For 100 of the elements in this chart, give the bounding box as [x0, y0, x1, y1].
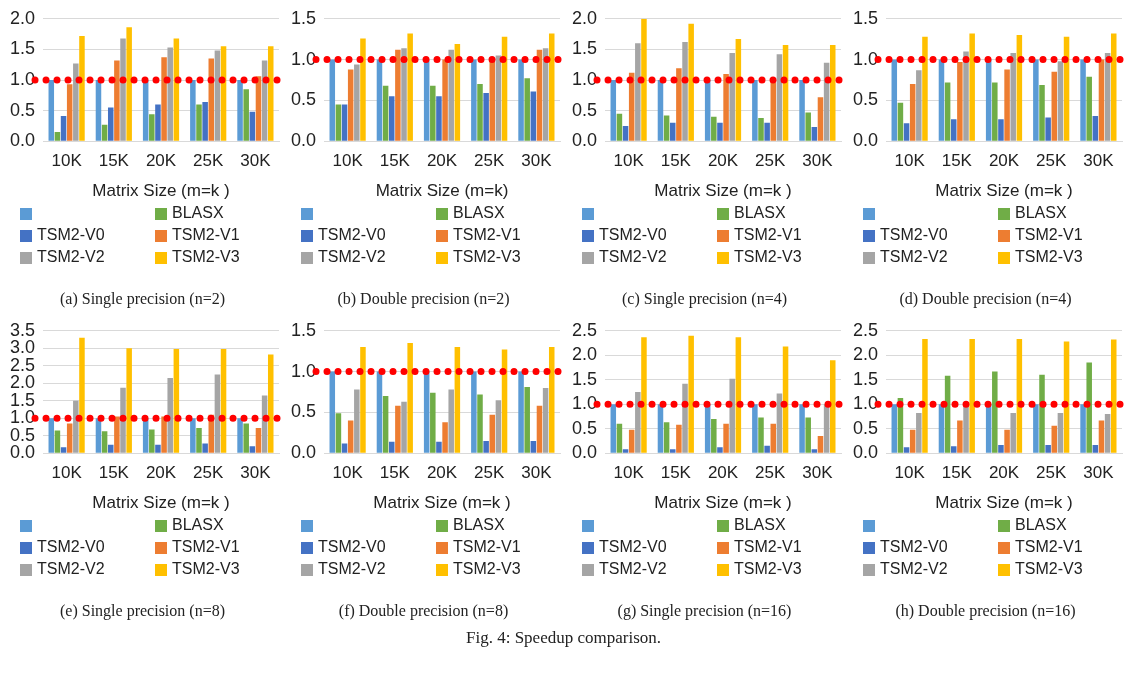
- legend-label: TSM2-V1: [1015, 538, 1083, 556]
- legend-label: TSM2-V0: [37, 226, 105, 244]
- x-tick-label: 30K: [802, 151, 834, 171]
- x-tick-label: 10K: [332, 463, 364, 483]
- legend-label: TSM2-V3: [453, 248, 521, 266]
- legend-label: TSM2-V1: [453, 226, 521, 244]
- legend-label: TSM2-V0: [318, 226, 386, 244]
- x-tick-label: 10K: [51, 463, 83, 483]
- legend-label: TSM2-V1: [734, 226, 802, 244]
- caption: Fig. 4: Speedup comparison.: [465, 628, 662, 648]
- y-tick-label: 1.5: [852, 368, 879, 389]
- legend-label: TSM2-V3: [172, 248, 240, 266]
- x-axis-title: Matrix Size (m=k ): [935, 493, 1073, 513]
- x-tick-label: 25K: [193, 463, 224, 483]
- x-tick-label: 20K: [145, 463, 177, 483]
- legend-label: TSM2-V1: [172, 538, 240, 556]
- legend-label: TSM2-V2: [37, 560, 105, 578]
- y-tick-label: 2.5: [571, 319, 598, 340]
- legend-label: TSM2-V3: [734, 560, 802, 578]
- y-tick-label: 2.0: [571, 7, 598, 28]
- legend-label: TSM2-V2: [318, 560, 386, 578]
- x-axis-title: Matrix Size (m=k ): [654, 493, 792, 513]
- x-tick-label: 15K: [941, 463, 973, 483]
- x-tick-label: 10K: [894, 151, 926, 171]
- y-tick-label: 3.5: [9, 319, 36, 340]
- text: (c) Single precision (n=4): [622, 290, 787, 308]
- x-axis-title: Matrix Size (m=k ): [654, 181, 792, 201]
- legend-label: BLASX: [734, 204, 786, 222]
- x-tick-label: 10K: [51, 151, 83, 171]
- y-tick-label: 0.0: [571, 130, 598, 151]
- x-axis-title: Matrix Size (m=k): [375, 181, 509, 201]
- x-tick-label: 15K: [379, 151, 411, 171]
- y-tick-label: 0.0: [290, 130, 317, 151]
- y-tick-label: 0.5: [852, 89, 879, 110]
- x-axis-title: Matrix Size (m=k ): [935, 181, 1073, 201]
- text: (g) Single precision (n=16): [617, 602, 792, 620]
- y-tick-label: 0.0: [852, 130, 879, 151]
- legend-label: TSM2-V2: [599, 248, 667, 266]
- legend-label: TSM2-V1: [1015, 226, 1083, 244]
- legend-label: BLASX: [172, 516, 224, 534]
- x-tick-label: 30K: [521, 463, 553, 483]
- legend-label: TSM2-V1: [172, 226, 240, 244]
- y-tick-label: 1.5: [571, 368, 598, 389]
- y-tick-label: 0.0: [571, 442, 598, 463]
- y-tick-label: 2.5: [852, 319, 879, 340]
- legend-label: TSM2-V3: [734, 248, 802, 266]
- x-tick-label: 30K: [1083, 151, 1115, 171]
- x-tick-label: 15K: [660, 463, 692, 483]
- y-tick-label: 1.5: [9, 38, 36, 59]
- legend-label: BLASX: [734, 516, 786, 534]
- x-tick-label: 20K: [145, 151, 177, 171]
- text: (d) Double precision (n=4): [899, 290, 1072, 308]
- legend-label: BLASX: [453, 516, 505, 534]
- y-tick-label: 0.0: [9, 442, 36, 463]
- text: (h) Double precision (n=16): [895, 602, 1076, 620]
- legend-label: BLASX: [1015, 204, 1067, 222]
- y-tick-label: 2.0: [9, 7, 36, 28]
- y-tick-label: 1.5: [290, 319, 317, 340]
- x-tick-label: 10K: [613, 463, 645, 483]
- y-tick-label: 0.5: [9, 99, 36, 120]
- x-tick-label: 25K: [1036, 463, 1067, 483]
- x-tick-label: 30K: [240, 463, 272, 483]
- text: (a) Single precision (n=2): [60, 290, 225, 308]
- text: (f) Double precision (n=8): [338, 602, 509, 620]
- x-tick-label: 30K: [521, 151, 553, 171]
- x-tick-label: 10K: [894, 463, 926, 483]
- y-tick-label: 1.5: [571, 38, 598, 59]
- legend-label: TSM2-V0: [599, 226, 667, 244]
- x-tick-label: 25K: [474, 151, 505, 171]
- x-tick-label: 15K: [379, 463, 411, 483]
- y-tick-label: 1.5: [290, 7, 317, 28]
- legend-label: TSM2-V3: [1015, 248, 1083, 266]
- text: (b) Double precision (n=2): [337, 290, 510, 308]
- legend-label: TSM2-V3: [1015, 560, 1083, 578]
- legend-label: TSM2-V2: [880, 248, 948, 266]
- y-tick-label: 0.5: [290, 89, 317, 110]
- x-tick-label: 30K: [240, 151, 272, 171]
- legend-label: TSM2-V0: [318, 538, 386, 556]
- y-tick-label: 0.5: [290, 401, 317, 422]
- legend-label: TSM2-V0: [880, 226, 948, 244]
- x-tick-label: 15K: [660, 151, 692, 171]
- x-tick-label: 10K: [332, 151, 364, 171]
- x-axis-title: Matrix Size (m=k ): [92, 493, 230, 513]
- x-tick-label: 30K: [802, 463, 834, 483]
- x-axis-title: Matrix Size (m=k ): [373, 493, 511, 513]
- y-tick-label: 0.0: [290, 442, 317, 463]
- x-tick-label: 25K: [474, 463, 505, 483]
- x-axis-title: Matrix Size (m=k ): [92, 181, 230, 201]
- y-tick-label: 0.5: [571, 417, 598, 438]
- x-tick-label: 20K: [707, 151, 739, 171]
- legend-label: TSM2-V2: [37, 248, 105, 266]
- x-tick-label: 30K: [1083, 463, 1115, 483]
- y-tick-label: 1.5: [852, 7, 879, 28]
- legend-label: TSM2-V3: [453, 560, 521, 578]
- y-tick-label: 2.0: [571, 344, 598, 365]
- x-tick-label: 15K: [98, 151, 130, 171]
- y-tick-label: 2.0: [852, 344, 879, 365]
- legend-label: TSM2-V1: [453, 538, 521, 556]
- legend-label: TSM2-V2: [318, 248, 386, 266]
- x-tick-label: 25K: [1036, 151, 1067, 171]
